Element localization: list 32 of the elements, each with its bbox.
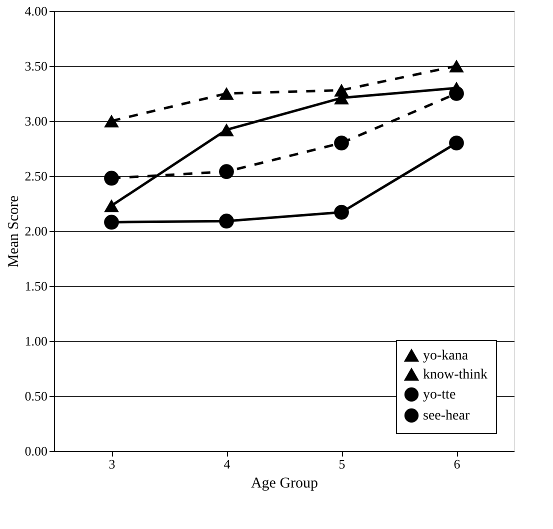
point — [219, 164, 234, 179]
x-tick-label: 4 — [224, 456, 231, 472]
point — [449, 60, 464, 72]
point — [104, 214, 119, 230]
point — [449, 136, 464, 150]
y-tick-label: 3.50 — [24, 58, 48, 74]
y-tick-label: 3.00 — [24, 114, 48, 128]
y-tick-label: 1.00 — [24, 334, 48, 348]
y-tick-label: 1.50 — [24, 278, 48, 294]
y-tick-label: 0.00 — [24, 444, 48, 458]
point — [104, 199, 119, 212]
legend-label: yo-kana — [423, 348, 469, 364]
legend-label: see-hear — [423, 408, 470, 424]
x-tick-label: 5 — [338, 456, 346, 472]
point — [219, 214, 234, 228]
x-tick-label: 6 — [454, 456, 461, 472]
point — [104, 170, 119, 186]
y-axis-title: Mean Score — [6, 195, 22, 268]
y-tick-label: 2.00 — [24, 224, 48, 238]
y-tick-label: 0.50 — [24, 388, 48, 404]
x-axis-title: Age Group — [250, 476, 318, 492]
y-tick-label: 4.00 — [24, 4, 48, 18]
legend-label: yo-tte — [423, 388, 456, 402]
legend-label: know-think — [423, 368, 488, 382]
y-tick-label: 2.50 — [24, 168, 48, 184]
point — [334, 136, 349, 150]
point — [104, 114, 119, 128]
point — [219, 87, 234, 100]
point — [219, 123, 234, 136]
point — [334, 204, 349, 220]
x-tick-label: 3 — [108, 456, 116, 472]
point — [449, 86, 464, 101]
